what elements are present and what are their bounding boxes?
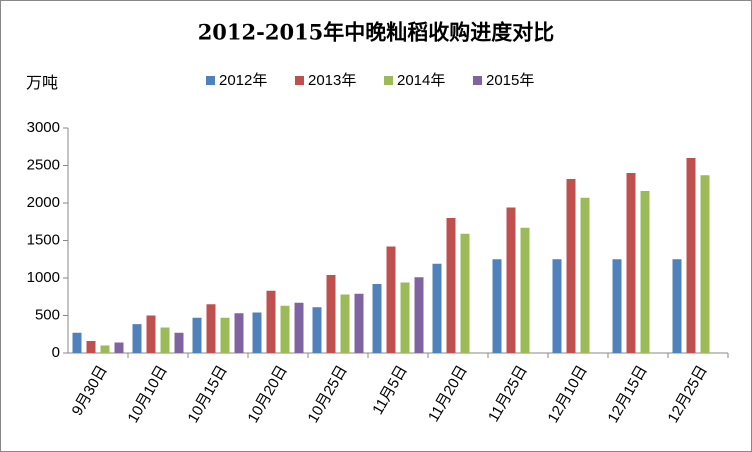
bar: [72, 332, 82, 353]
y-tick-label: 3000: [27, 119, 60, 136]
bar: [220, 317, 230, 353]
bar: [552, 259, 562, 353]
legend-label: 2013年: [308, 72, 356, 89]
y-tick-label: 1500: [27, 231, 60, 248]
legend-swatch: [295, 76, 304, 85]
y-axis-label: 万吨: [26, 74, 58, 92]
legend-label: 2012年: [219, 72, 267, 89]
bar: [414, 277, 424, 353]
bar: [446, 218, 456, 353]
bar: [640, 191, 650, 353]
bar: [566, 179, 576, 353]
bar: [626, 173, 636, 353]
bar: [312, 307, 322, 353]
bar: [146, 315, 156, 353]
bar: [86, 341, 96, 353]
y-tick-label: 1000: [27, 269, 60, 286]
y-tick-label: 2500: [27, 156, 60, 173]
bar: [520, 227, 530, 353]
bar: [460, 233, 470, 353]
legend-swatch: [384, 76, 393, 85]
bar: [326, 275, 336, 353]
legend-label: 2015年: [486, 72, 534, 89]
bar: [266, 290, 276, 353]
bar: [400, 282, 410, 353]
bar: [506, 207, 516, 353]
bar: [280, 305, 290, 353]
bar: [386, 246, 396, 353]
bar: [114, 342, 124, 353]
bar: [580, 197, 590, 353]
bar: [234, 313, 244, 353]
legend-swatch: [206, 76, 215, 85]
bar: [700, 175, 710, 353]
bar: [174, 332, 184, 353]
bar: [192, 317, 202, 353]
y-tick-label: 0: [52, 344, 60, 361]
bar: [432, 263, 442, 353]
bar: [252, 312, 262, 353]
legend-label: 2014年: [397, 72, 445, 89]
bar: [100, 345, 110, 353]
bar: [492, 259, 502, 353]
bar: [160, 327, 170, 353]
y-tick-label: 2000: [27, 194, 60, 211]
bar: [294, 302, 304, 353]
bar: [612, 259, 622, 353]
bar: [372, 284, 382, 353]
bar: [206, 304, 216, 353]
bar: [340, 294, 350, 353]
legend-swatch: [473, 76, 482, 85]
chart-title: 2012-2015年中晚籼稻收购进度对比: [198, 20, 555, 45]
bar: [686, 158, 696, 353]
bar: [672, 259, 682, 353]
y-tick-label: 500: [35, 306, 60, 323]
bar: [354, 293, 364, 353]
bar: [132, 324, 142, 353]
